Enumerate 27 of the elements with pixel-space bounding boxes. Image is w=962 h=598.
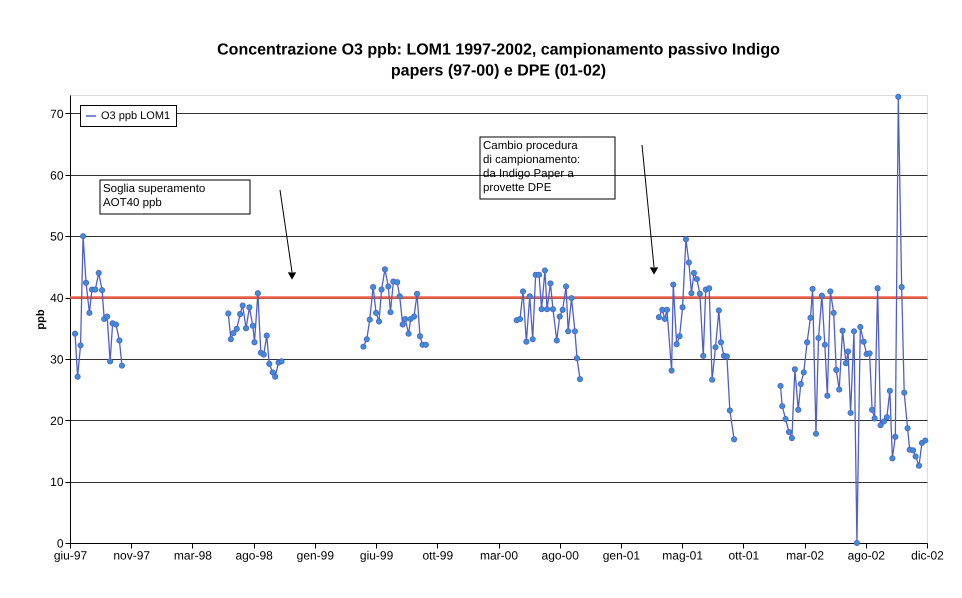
y-tick-label: 60 [50, 168, 64, 182]
annotation: Soglia superamento AOT40 ppb [103, 183, 206, 209]
x-tick-label: giu-97 [54, 548, 88, 562]
x-tick-label: mar-00 [480, 548, 518, 562]
x-tick-label: nov-97 [113, 548, 150, 562]
x-tick-label: mar-98 [174, 548, 212, 562]
x-tick-label: ago-02 [848, 548, 886, 562]
y-tick-label: 10 [50, 475, 64, 490]
x-tick-label: giu-99 [360, 548, 394, 562]
x-tick-label: ago-00 [542, 548, 580, 562]
y-axis-title: ppb [35, 309, 48, 330]
x-tick-label: dic-02 [911, 548, 944, 562]
y-tick-label: 50 [50, 230, 64, 244]
legend-label: O3 ppb LOM1 [101, 110, 170, 122]
x-tick-label: ott-01 [728, 548, 760, 562]
y-tick-label: 70 [50, 106, 64, 121]
y-tick-label: 20 [50, 414, 64, 428]
y-tick-label: 0 [56, 536, 64, 550]
chart-title: Concentrazione O3 ppb: LOM1 1997-2002, campionamento passivo Indigo papers (97-00) e DPE (01-02) [217, 42, 780, 80]
x-tick-label: gen-01 [602, 548, 640, 562]
y-tick-label: 40 [50, 291, 64, 306]
x-tick-label: ott-99 [422, 548, 454, 562]
x-tick-label: mag-01 [662, 548, 704, 562]
x-tick-label: gen-99 [296, 548, 334, 562]
y-tick-label: 30 [50, 352, 64, 366]
x-tick-label: mar-02 [786, 548, 824, 562]
x-tick-label: ago-98 [235, 548, 274, 562]
